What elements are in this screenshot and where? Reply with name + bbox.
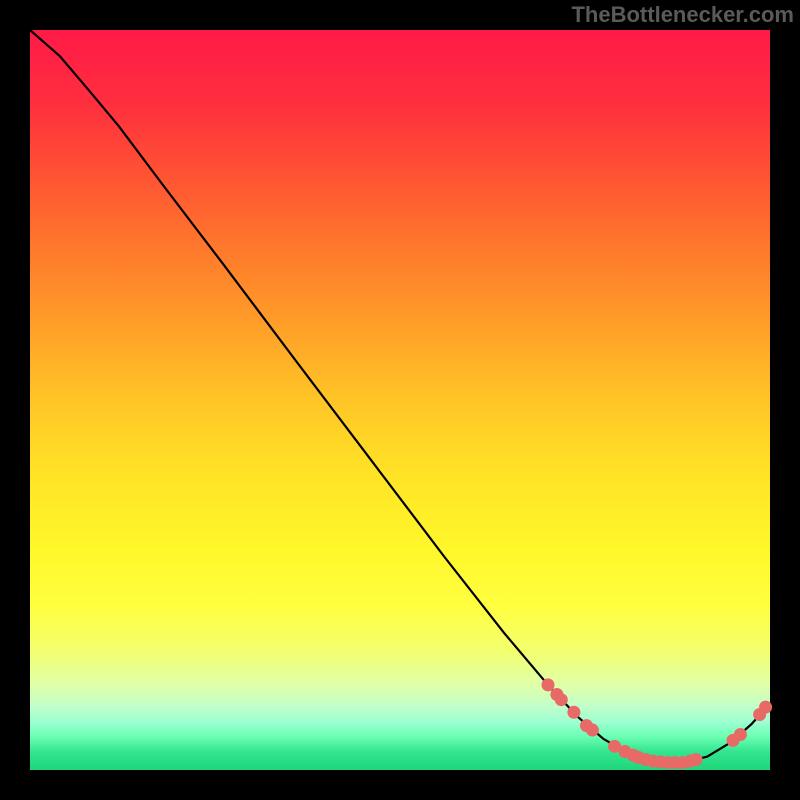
- data-marker: [734, 728, 747, 741]
- watermark-text: TheBottlenecker.com: [571, 2, 794, 28]
- plot-background: [30, 30, 770, 770]
- data-marker: [567, 706, 580, 719]
- bottleneck-chart: [0, 0, 800, 800]
- data-marker: [586, 724, 599, 737]
- data-marker: [555, 693, 568, 706]
- data-marker: [690, 753, 703, 766]
- data-marker: [542, 678, 555, 691]
- data-marker: [759, 701, 772, 714]
